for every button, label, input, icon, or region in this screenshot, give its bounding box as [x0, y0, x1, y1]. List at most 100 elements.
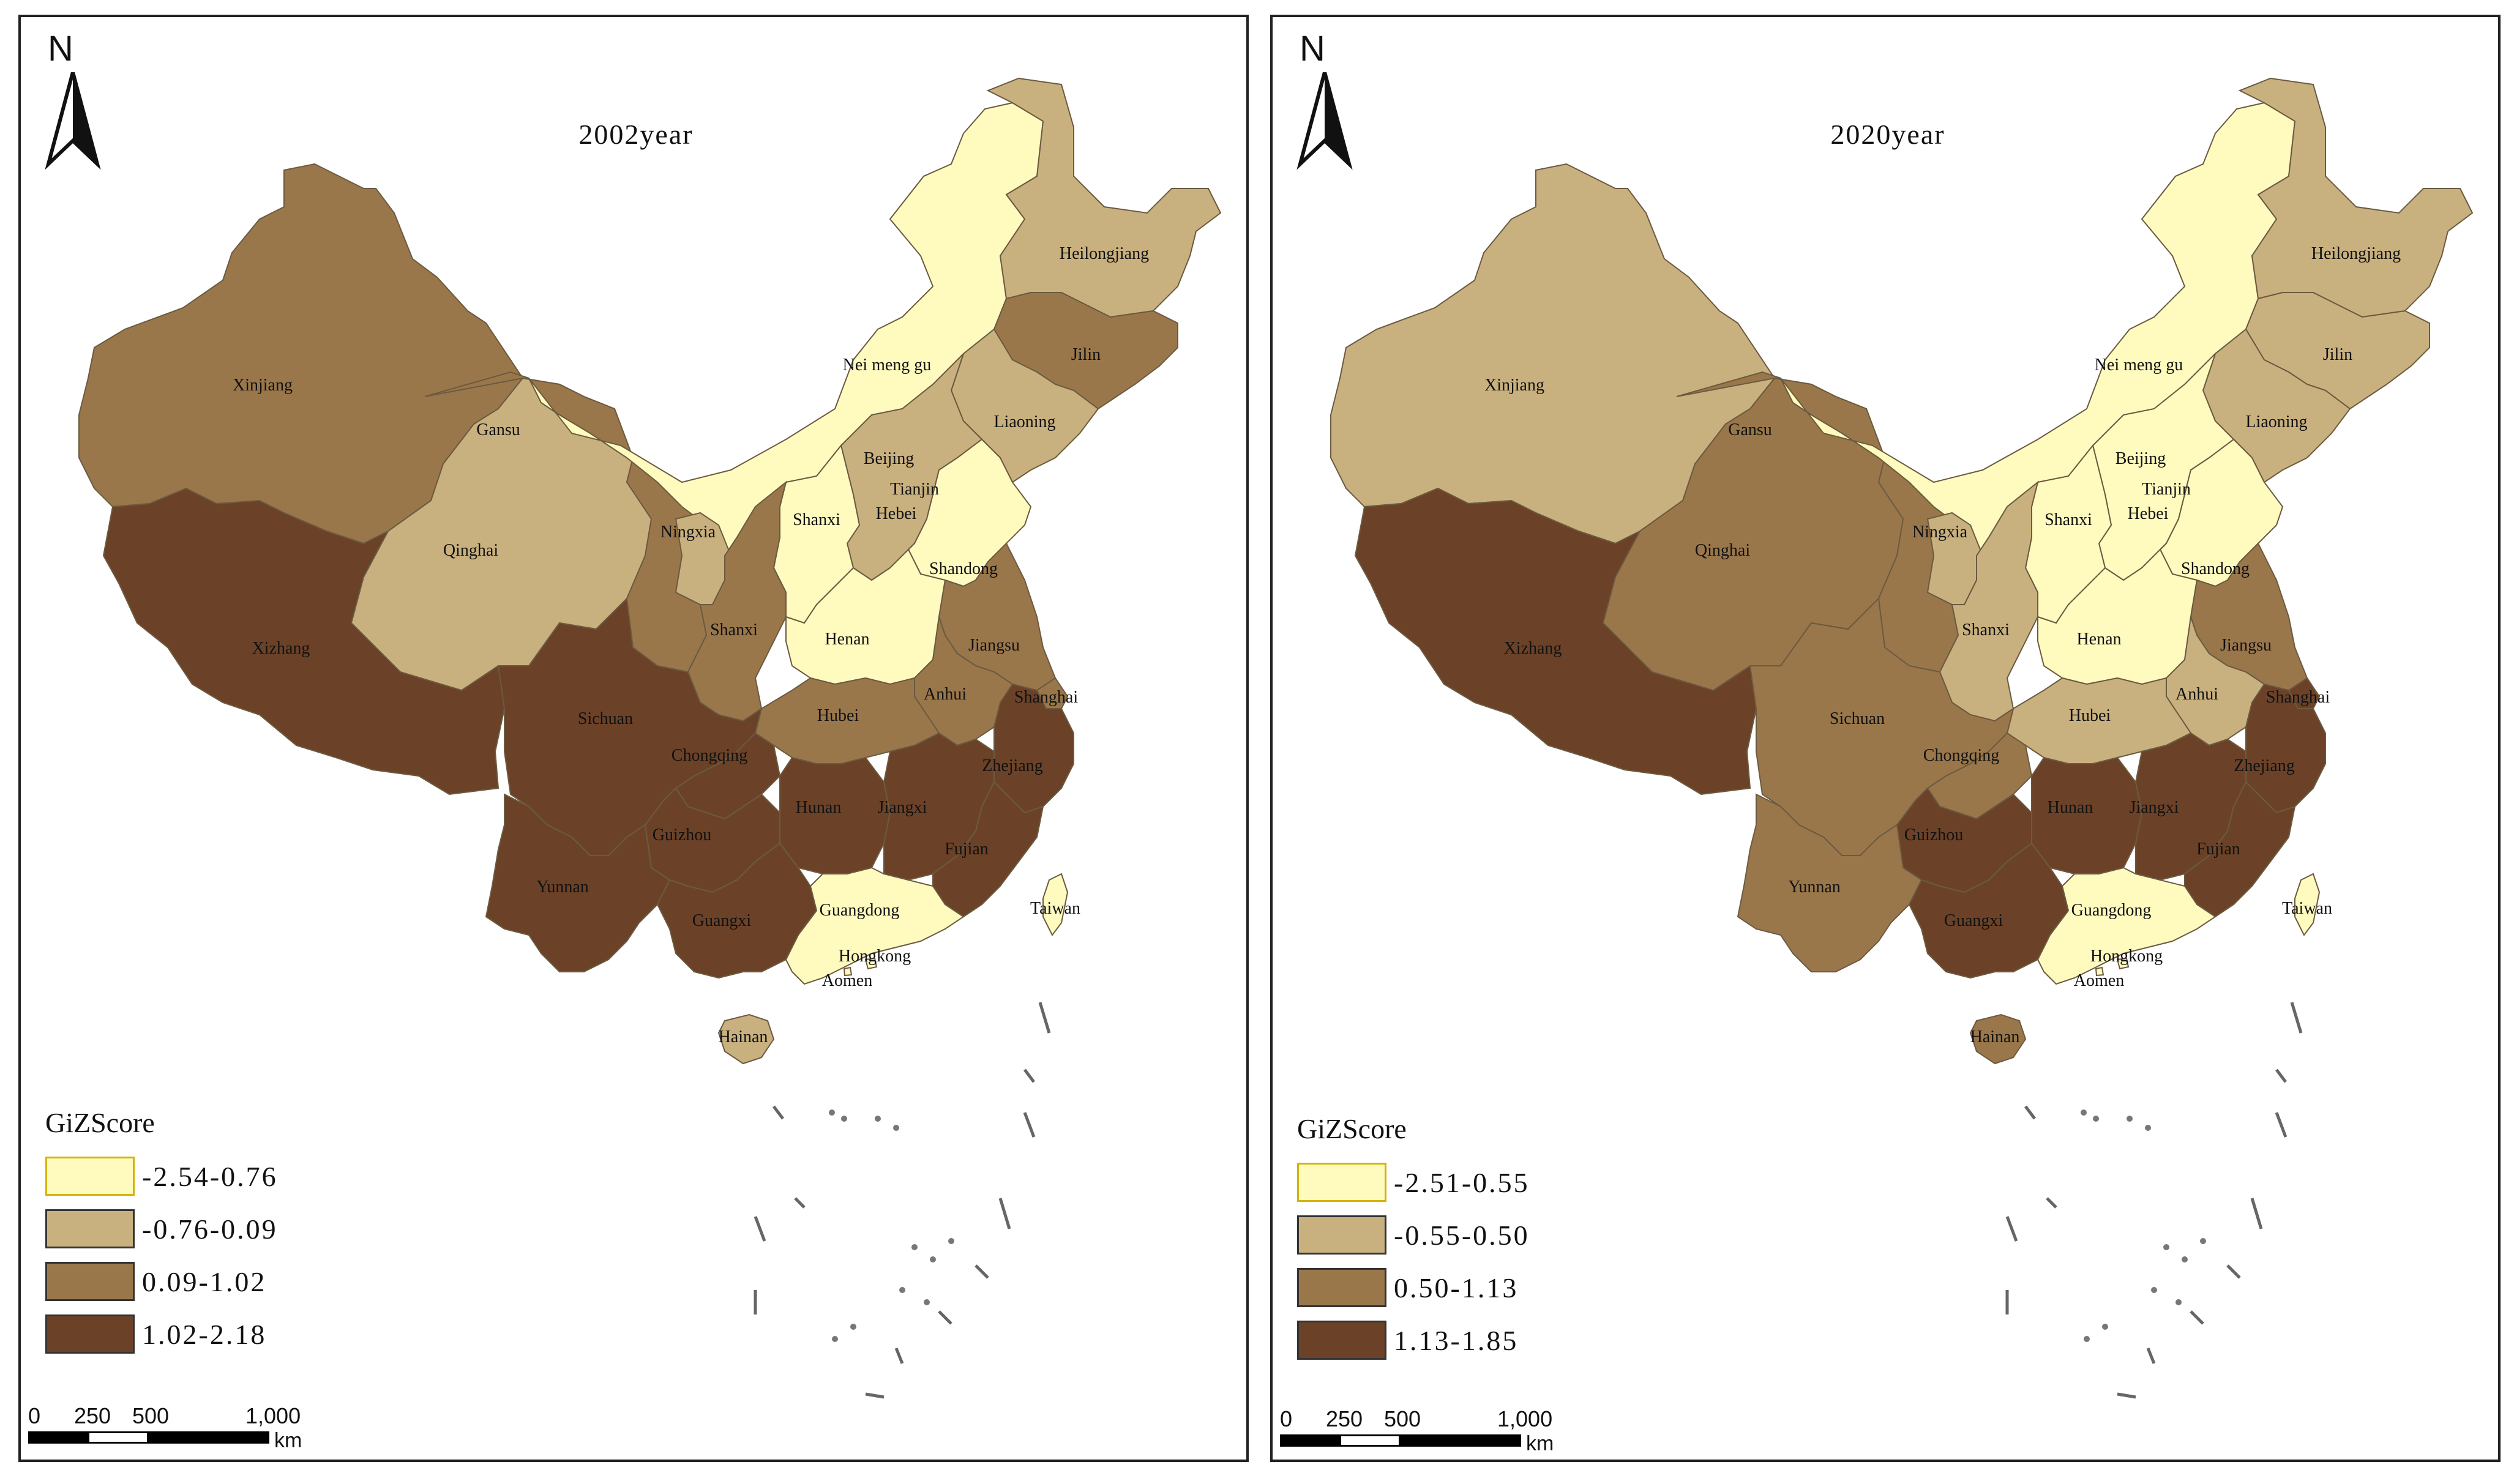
scale-segment [1339, 1434, 1401, 1447]
province-label: Qinghai [1695, 541, 1750, 560]
scale-segment [88, 1431, 149, 1444]
legend-swatch [45, 1262, 135, 1301]
nine-dash-line [1023, 1068, 1035, 1083]
province-label: Beijing [864, 449, 914, 468]
island-dot [829, 1109, 835, 1116]
legend-item: 1.02-2.18 [45, 1308, 474, 1360]
scale-unit: km [274, 1429, 302, 1452]
island-dot [2093, 1116, 2099, 1122]
scale-segment [147, 1431, 269, 1444]
scale-bar: 0 250 500 1,000 km [1280, 1406, 1598, 1460]
nine-dash-line [754, 1216, 766, 1242]
province-label: Jiangsu [2220, 636, 2272, 655]
legend-label: 0.50-1.13 [1394, 1272, 1519, 1303]
legend-label: -0.55-0.50 [1394, 1219, 1530, 1251]
island-dot [899, 1287, 905, 1293]
legend-label: 1.13-1.85 [1394, 1324, 1519, 1356]
province-label: Guizhou [653, 826, 711, 845]
province-guangdong [785, 867, 965, 985]
legend-item: -2.51-0.55 [1297, 1156, 1726, 1209]
province-yunnan [1737, 793, 1923, 972]
island-dot [2182, 1256, 2188, 1262]
island-dot [948, 1238, 954, 1244]
province-label: Xinjiang [233, 376, 293, 395]
province-label: Heilongjiang [2311, 244, 2401, 263]
legend-swatch [1297, 1268, 1386, 1307]
north-label: N [48, 29, 73, 69]
province-hainan [1969, 1013, 2027, 1065]
scale-tick: 500 [132, 1403, 170, 1428]
province-label: Gansu [1728, 420, 1772, 439]
island-dot [2127, 1116, 2133, 1122]
nine-dash-line [894, 1348, 904, 1364]
legend-title: GiZScore [1297, 1113, 1407, 1144]
nine-dash-line [773, 1105, 784, 1120]
china-map-2020: Xinjiang Xizhang Qinghai Gansu Nei meng gu He… [1330, 77, 2474, 1399]
nine-dash-line [1038, 1002, 1051, 1034]
province-label: Jilin [1071, 345, 1101, 364]
legend: GiZScore -2.51-0.55 -0.55-0.50 0.50-1.13… [1297, 1113, 1726, 1367]
nine-dash-line [2117, 1392, 2136, 1399]
province-label: Hebei [2128, 504, 2169, 523]
province-shaanxi [1939, 480, 2039, 722]
island-dot [911, 1244, 918, 1250]
nine-dash-line [2005, 1216, 2018, 1242]
island-dot [2102, 1324, 2108, 1330]
nine-dash-line [2275, 1068, 2287, 1083]
island-dot [924, 1299, 930, 1305]
province-label: Liaoning [993, 412, 1055, 431]
legend-label: -2.54-0.76 [142, 1160, 278, 1192]
nine-dash-line [2226, 1264, 2241, 1279]
province-label: Nei meng gu [843, 356, 932, 375]
island-dot [2163, 1244, 2169, 1250]
province-label: Nei meng gu [2095, 356, 2183, 375]
north-label: N [1300, 29, 1325, 69]
province-label: Guangxi [692, 911, 752, 930]
province-hongkong [864, 957, 878, 970]
nine-dash-line [975, 1264, 989, 1279]
province-label: Shandong [2181, 559, 2250, 578]
province-label: Tianjin [2142, 480, 2191, 499]
province-label: Hunan [796, 798, 842, 817]
province-label: Shandong [929, 559, 998, 578]
province-label: Xizhang [252, 639, 310, 658]
province-label: Guangdong [820, 901, 900, 920]
province-label: Beijing [2116, 449, 2166, 468]
scale-tick: 500 [1384, 1406, 1421, 1431]
province-label: Henan [2076, 630, 2121, 649]
nine-dash-line [2250, 1198, 2263, 1229]
nine-dash-line [938, 1310, 952, 1325]
province-label: Aomen [822, 971, 872, 990]
north-arrow-icon: N [39, 28, 107, 170]
province-label: Hainan [1970, 1027, 2020, 1046]
legend-item: 0.50-1.13 [1297, 1261, 1726, 1314]
legend-swatch [1297, 1163, 1386, 1202]
island-dot [841, 1116, 847, 1122]
scale-segment [1399, 1434, 1521, 1447]
province-label: Sichuan [1830, 709, 1885, 728]
province-label: Chongqing [672, 746, 747, 765]
map-title: 2020year [1830, 119, 1945, 150]
province-label: Shanghai [2266, 688, 2330, 707]
island-dot [2084, 1336, 2090, 1342]
province-label: Zhejiang [982, 756, 1043, 775]
province-label: Guizhou [1904, 826, 1963, 845]
island-dot [875, 1116, 881, 1122]
province-label: Zhejiang [2234, 756, 2295, 775]
nine-dash-line [2275, 1112, 2288, 1138]
province-shaanxi [687, 480, 787, 722]
province-label: Hubei [2069, 706, 2111, 725]
province-aomen [843, 966, 853, 977]
province-taiwan [2294, 873, 2321, 936]
province-label: Jilin [2323, 345, 2352, 364]
province-label: Fujian [2196, 840, 2240, 859]
island-dot [2175, 1299, 2182, 1305]
province-label: Ningxia [660, 523, 716, 542]
province-hainan [717, 1013, 775, 1065]
scale-bar: 0 250 500 1,000 km [28, 1403, 346, 1458]
legend-item: -0.55-0.50 [1297, 1209, 1726, 1261]
province-label: Yunnan [536, 878, 589, 897]
island-dot [2081, 1109, 2087, 1116]
province-label: Xizhang [1504, 639, 1562, 658]
province-fujian [2184, 781, 2296, 918]
